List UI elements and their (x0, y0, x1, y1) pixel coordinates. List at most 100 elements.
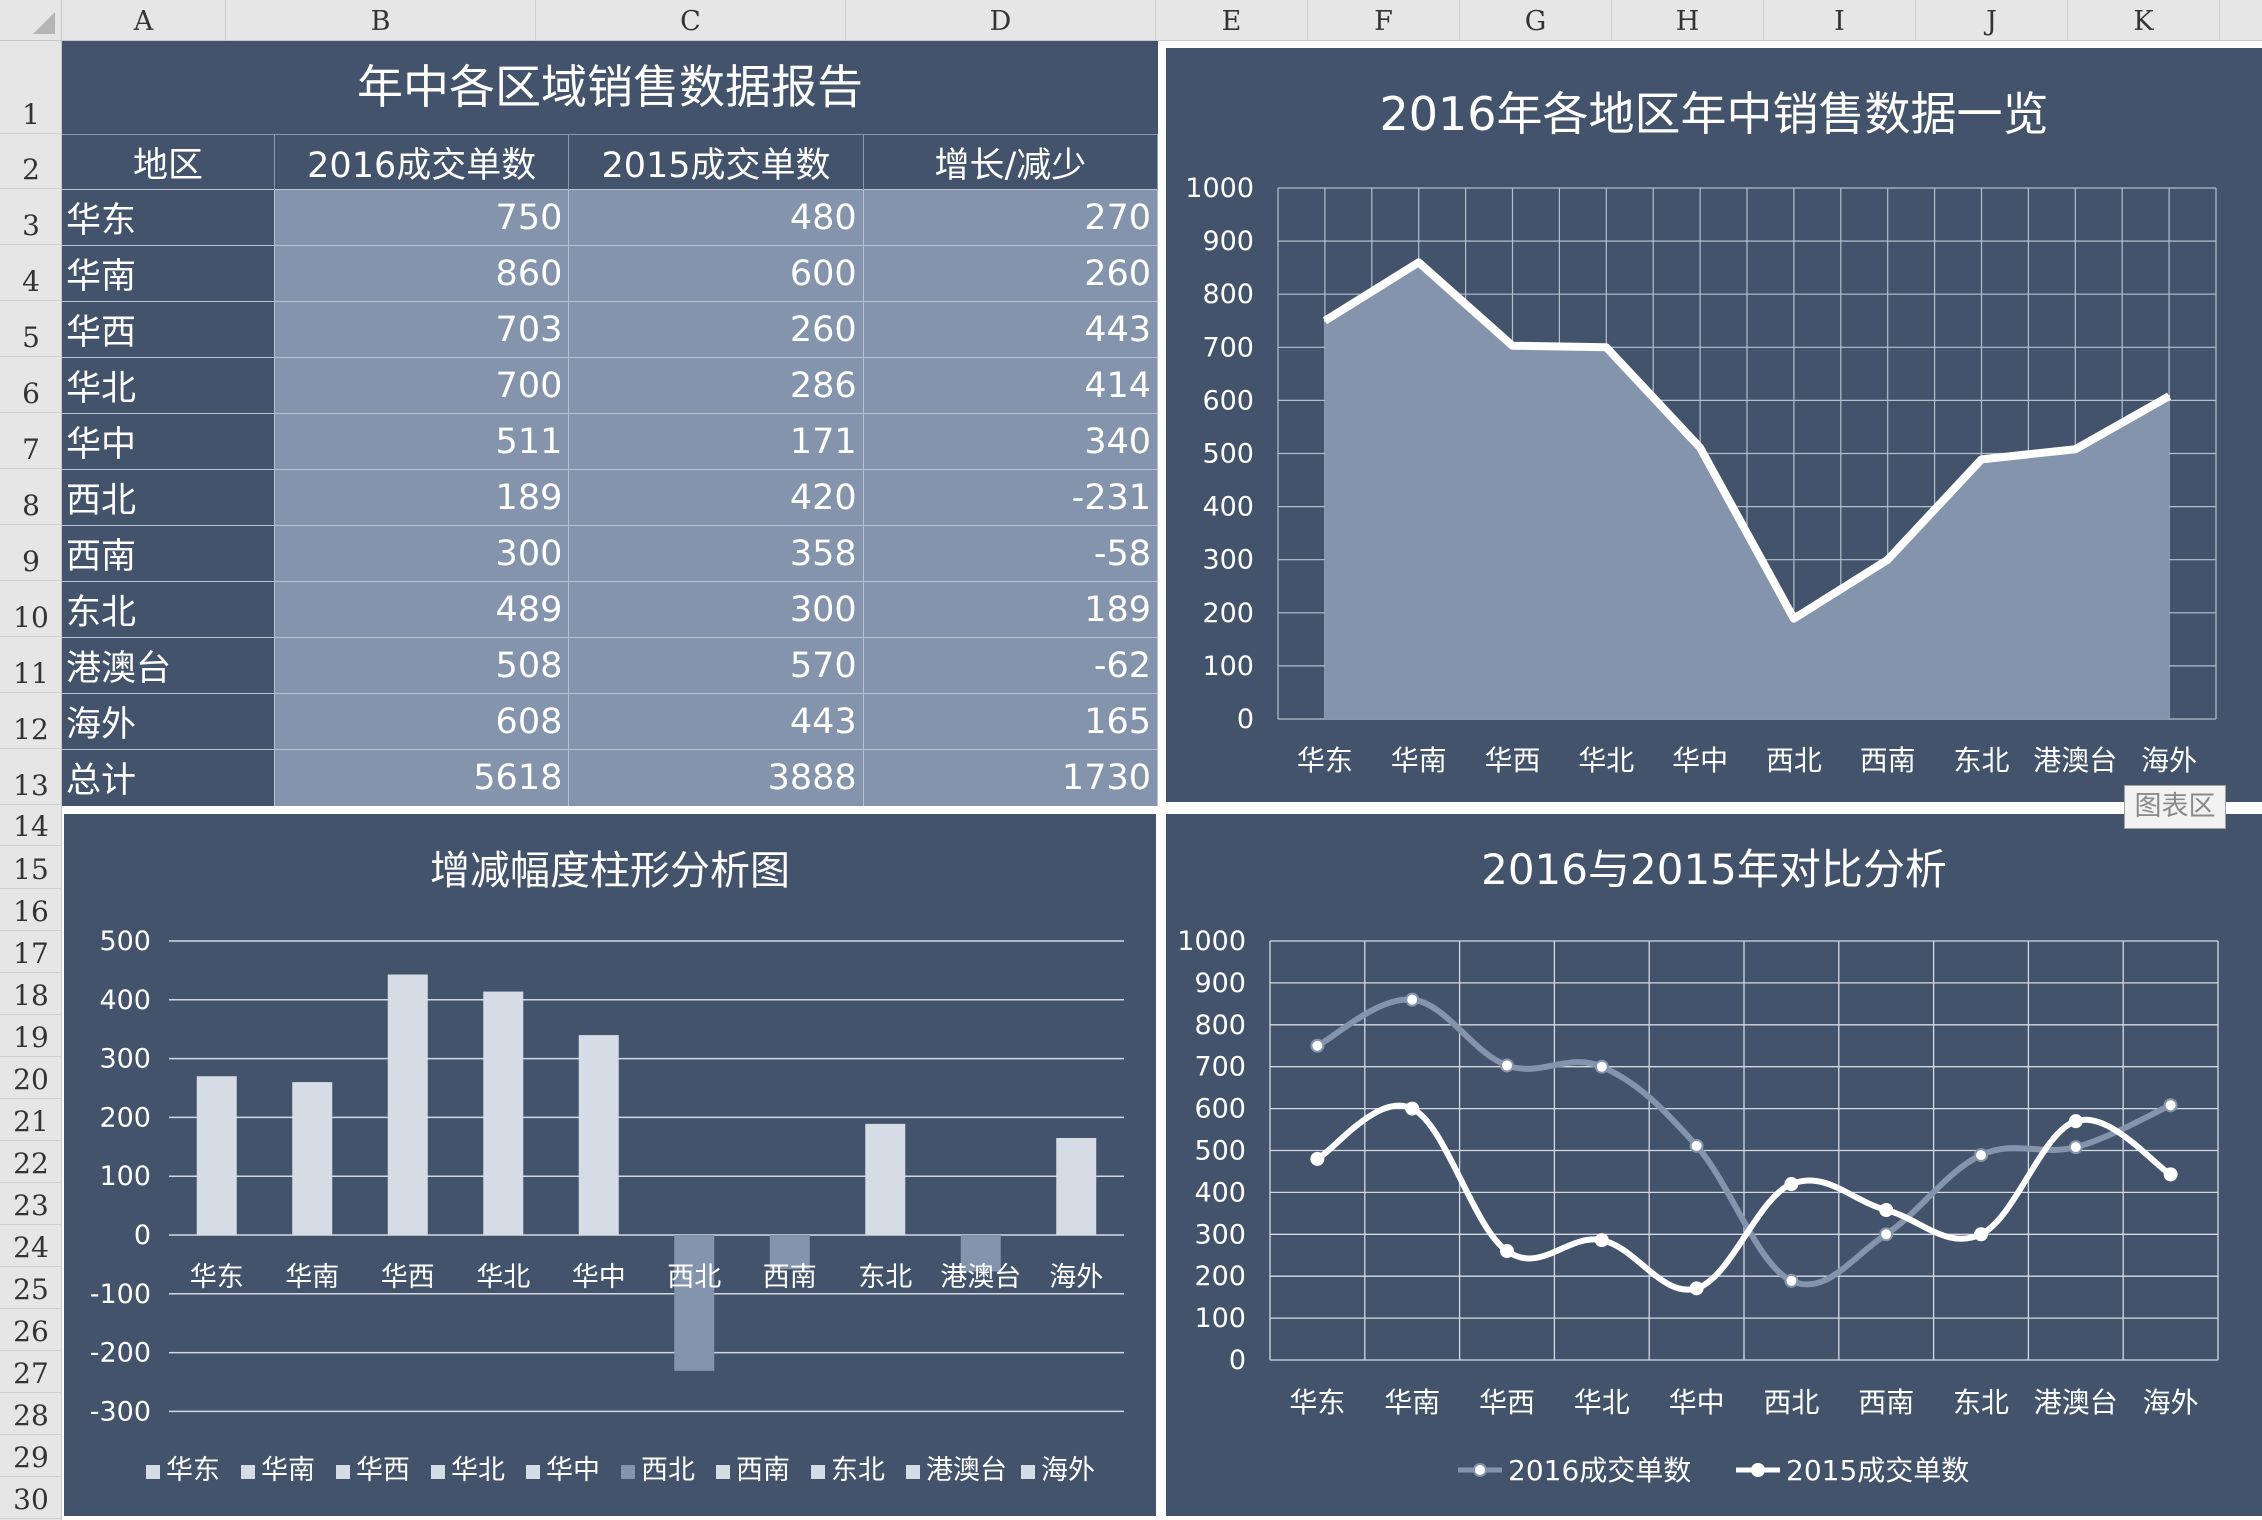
column-header-c[interactable]: C (536, 0, 846, 41)
row-header-2[interactable]: 2 (0, 134, 62, 189)
row-header-7[interactable]: 7 (0, 413, 62, 469)
value-cell[interactable]: 260 (863, 245, 1159, 302)
row-header-27[interactable]: 27 (0, 1351, 62, 1393)
header-2015[interactable]: 2015成交单数 (568, 134, 864, 190)
region-cell[interactable]: 华北 (62, 357, 276, 414)
value-cell[interactable]: 420 (568, 469, 864, 526)
value-cell[interactable]: 700 (274, 357, 570, 414)
row-header-30[interactable]: 30 (0, 1477, 62, 1519)
value-cell[interactable]: 570 (568, 637, 864, 694)
region-cell[interactable]: 华南 (62, 245, 276, 302)
value-cell[interactable]: 171 (568, 413, 864, 470)
row-header-23[interactable]: 23 (0, 1183, 62, 1225)
row-header-20[interactable]: 20 (0, 1057, 62, 1099)
report-title[interactable]: 年中各区域销售数据报告 (357, 60, 863, 114)
row-header-18[interactable]: 18 (0, 973, 62, 1015)
value-cell[interactable]: 443 (863, 301, 1159, 358)
row-header-16[interactable]: 16 (0, 889, 62, 931)
legend-swatch (621, 1465, 635, 1479)
row-header-26[interactable]: 26 (0, 1309, 62, 1351)
row-header-6[interactable]: 6 (0, 357, 62, 413)
row-header-15[interactable]: 15 (0, 846, 62, 889)
value-cell[interactable]: 511 (274, 413, 570, 470)
row-header-3[interactable]: 3 (0, 189, 62, 245)
region-cell[interactable]: 西北 (62, 469, 276, 526)
line-chart-panel[interactable]: 2016与2015年对比分析 0 100 200 300 400 500 600 700 800 9… (1166, 814, 2262, 1516)
region-cell[interactable]: 华西 (62, 301, 276, 358)
region-cell[interactable]: 西南 (62, 525, 276, 582)
value-cell[interactable]: -62 (863, 637, 1159, 694)
row-header-5[interactable]: 5 (0, 301, 62, 357)
value-cell[interactable]: 270 (863, 189, 1159, 246)
bar-chart-panel[interactable]: 增减幅度柱形分析图 500 400 300 200 100 0 -100 -200 -300 华东华… (64, 814, 1156, 1516)
column-header-e[interactable]: E (1156, 0, 1308, 41)
region-cell[interactable]: 海外 (62, 693, 276, 750)
row-header-24[interactable]: 24 (0, 1225, 62, 1267)
value-cell[interactable]: 1730 (863, 749, 1159, 806)
value-cell[interactable]: 508 (274, 637, 570, 694)
select-all-corner[interactable] (0, 0, 62, 41)
value-cell[interactable]: 860 (274, 245, 570, 302)
row-header-28[interactable]: 28 (0, 1393, 62, 1435)
column-header-k[interactable]: K (2068, 0, 2220, 41)
value-cell[interactable]: 5618 (274, 749, 570, 806)
region-cell[interactable]: 总计 (62, 749, 276, 806)
row-header-8[interactable]: 8 (0, 469, 62, 525)
y-tick-label: 400 (99, 985, 151, 1016)
column-header-f[interactable]: F (1308, 0, 1460, 41)
row-header-22[interactable]: 22 (0, 1141, 62, 1183)
column-header-b[interactable]: B (226, 0, 536, 41)
value-cell[interactable]: 300 (568, 581, 864, 638)
region-cell[interactable]: 港澳台 (62, 637, 276, 694)
region-cell[interactable]: 华中 (62, 413, 276, 470)
row-header-19[interactable]: 19 (0, 1015, 62, 1057)
bar-西南 (769, 1235, 810, 1270)
value-cell[interactable]: 703 (274, 301, 570, 358)
column-header-g[interactable]: G (1460, 0, 1612, 41)
value-cell[interactable]: -231 (863, 469, 1159, 526)
value-cell[interactable]: 3888 (568, 749, 864, 806)
value-cell[interactable]: 600 (568, 245, 864, 302)
header-region[interactable]: 地区 (62, 134, 276, 190)
value-cell[interactable]: 750 (274, 189, 570, 246)
value-cell[interactable]: 443 (568, 693, 864, 750)
y-tick-label: 600 (1202, 385, 1254, 416)
region-cell[interactable]: 东北 (62, 581, 276, 638)
value-cell[interactable]: 414 (863, 357, 1159, 414)
row-header-29[interactable]: 29 (0, 1435, 62, 1477)
row-header-10[interactable]: 10 (0, 581, 62, 637)
row-header-17[interactable]: 17 (0, 931, 62, 973)
value-cell[interactable]: 165 (863, 693, 1159, 750)
value-cell[interactable]: 480 (568, 189, 864, 246)
header-change[interactable]: 增长/减少 (863, 134, 1159, 190)
value-cell[interactable]: -58 (863, 525, 1159, 582)
header-2016[interactable]: 2016成交单数 (274, 134, 570, 190)
value-cell[interactable]: 489 (274, 581, 570, 638)
column-header-a[interactable]: A (62, 0, 226, 41)
column-header-j[interactable]: J (1916, 0, 2068, 41)
value-cell[interactable]: 189 (863, 581, 1159, 638)
column-header-i[interactable]: I (1764, 0, 1916, 41)
value-cell[interactable]: 286 (568, 357, 864, 414)
value-cell[interactable]: 300 (274, 525, 570, 582)
row-header-1[interactable]: 1 (0, 41, 62, 134)
row-header-21[interactable]: 21 (0, 1099, 62, 1141)
value-cell[interactable]: 189 (274, 469, 570, 526)
row-header-4[interactable]: 4 (0, 245, 62, 301)
column-header-d[interactable]: D (846, 0, 1156, 41)
area-chart-panel[interactable]: 2016年各地区年中销售数据一览 0 100 200 300 400 500 600 700 80… (1166, 48, 2262, 802)
y-tick-label: 1000 (1185, 173, 1254, 204)
value-cell[interactable]: 260 (568, 301, 864, 358)
row-header-9[interactable]: 9 (0, 525, 62, 581)
value-cell[interactable]: 340 (863, 413, 1159, 470)
value-cell[interactable]: 358 (568, 525, 864, 582)
row-header-11[interactable]: 11 (0, 637, 62, 693)
region-cell[interactable]: 华东 (62, 189, 276, 246)
column-header-h[interactable]: H (1612, 0, 1764, 41)
y-tick-label: 300 (1194, 1219, 1246, 1250)
row-header-25[interactable]: 25 (0, 1267, 62, 1309)
row-header-14[interactable]: 14 (0, 805, 62, 846)
row-header-12[interactable]: 12 (0, 693, 62, 749)
value-cell[interactable]: 608 (274, 693, 570, 750)
row-header-13[interactable]: 13 (0, 749, 62, 805)
